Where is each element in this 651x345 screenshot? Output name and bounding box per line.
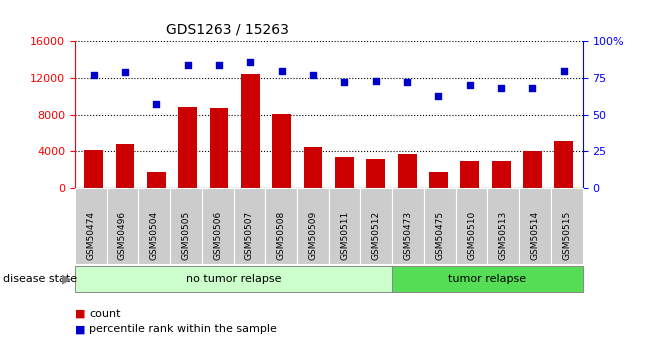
Bar — [303, 147, 322, 188]
Text: GSM50473: GSM50473 — [404, 211, 413, 260]
Point — [496, 86, 506, 91]
Text: GSM50504: GSM50504 — [150, 211, 159, 260]
Text: GSM50505: GSM50505 — [182, 211, 191, 260]
Point — [277, 68, 287, 73]
Text: GSM50475: GSM50475 — [436, 211, 445, 260]
Bar — [116, 144, 134, 188]
Point — [434, 93, 444, 98]
Text: no tumor relapse: no tumor relapse — [186, 274, 281, 284]
Text: GSM50506: GSM50506 — [213, 211, 222, 260]
Text: ■: ■ — [75, 309, 85, 319]
Text: GSM50512: GSM50512 — [372, 211, 381, 260]
Text: count: count — [89, 309, 120, 319]
Point — [465, 82, 475, 88]
Text: GSM50514: GSM50514 — [531, 211, 540, 260]
Point — [89, 72, 99, 78]
Text: GSM50507: GSM50507 — [245, 211, 254, 260]
Bar — [367, 159, 385, 188]
Text: GSM50508: GSM50508 — [277, 211, 286, 260]
Point — [527, 86, 538, 91]
Point — [214, 62, 224, 68]
Bar — [523, 151, 542, 188]
Text: percentile rank within the sample: percentile rank within the sample — [89, 325, 277, 334]
Bar — [178, 107, 197, 188]
Bar — [398, 154, 417, 188]
Text: GSM50510: GSM50510 — [467, 211, 476, 260]
Point — [370, 78, 381, 84]
Text: GSM50496: GSM50496 — [118, 211, 127, 260]
Bar — [429, 172, 448, 188]
Bar — [335, 157, 354, 188]
Point — [339, 80, 350, 85]
Bar — [492, 160, 510, 188]
Bar — [147, 171, 166, 188]
Bar — [272, 114, 291, 188]
Point — [559, 68, 569, 73]
Text: GSM50511: GSM50511 — [340, 211, 349, 260]
Bar — [210, 108, 229, 188]
Text: GDS1263 / 15263: GDS1263 / 15263 — [167, 22, 289, 37]
Bar — [555, 141, 574, 188]
Text: GSM50513: GSM50513 — [499, 211, 508, 260]
Point — [120, 69, 130, 75]
Text: GSM50509: GSM50509 — [309, 211, 318, 260]
Text: ▶: ▶ — [62, 272, 72, 285]
Bar — [241, 75, 260, 188]
Point — [402, 80, 412, 85]
Point — [151, 102, 161, 107]
Text: disease state: disease state — [3, 274, 77, 284]
Point — [182, 62, 193, 68]
Text: GSM50515: GSM50515 — [562, 211, 572, 260]
Text: GSM50474: GSM50474 — [86, 211, 95, 260]
Bar — [460, 160, 479, 188]
Point — [245, 59, 256, 65]
Text: ■: ■ — [75, 325, 85, 334]
Bar — [84, 149, 103, 188]
Point — [308, 72, 318, 78]
Text: tumor relapse: tumor relapse — [449, 274, 527, 284]
